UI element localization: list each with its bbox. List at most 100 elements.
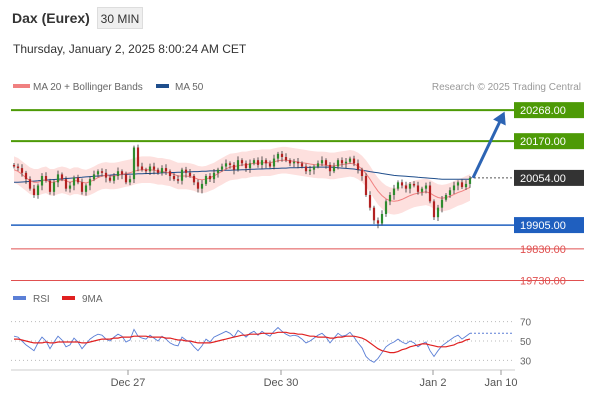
candle [292, 161, 296, 164]
candle [112, 176, 116, 181]
candle [80, 182, 84, 192]
candle [184, 169, 188, 173]
candle [100, 171, 104, 173]
candle [196, 182, 200, 189]
candle [180, 169, 184, 181]
candle [348, 158, 352, 162]
candle [232, 164, 236, 170]
candle [272, 158, 276, 167]
candle [12, 164, 16, 167]
ma50-legend-label: MA 50 [175, 82, 204, 93]
ma20-legend-label: MA 20 + Bollinger Bands [33, 82, 143, 93]
candle [24, 172, 28, 180]
candle [444, 195, 448, 200]
ma50-legend-swatch [156, 84, 169, 88]
candle [332, 166, 336, 172]
candle [300, 163, 304, 167]
candle [260, 160, 264, 165]
level-label: 20268.00 [520, 105, 566, 117]
candle [368, 195, 372, 208]
candle [420, 188, 424, 192]
candle [140, 166, 144, 170]
price-chart: 20268.00 20170.00 19905.00 19830.00 19730.00… [11, 102, 584, 288]
level-label-box [514, 133, 584, 150]
candle [128, 179, 132, 183]
datetime-label: Thursday, January 2, 2025 8:00:24 AM CET [13, 42, 247, 56]
candle [40, 176, 44, 186]
candle [328, 164, 332, 172]
candle [344, 161, 348, 164]
candle [324, 160, 328, 165]
candle [212, 172, 216, 180]
forecast-arrow-shaft [471, 116, 504, 179]
candle [452, 185, 456, 191]
candle [20, 168, 24, 173]
rsi-tick-label: 70 [520, 318, 532, 329]
candle [464, 183, 468, 188]
candle [436, 207, 440, 218]
candle [28, 179, 32, 189]
support-label: 19730.00 [520, 276, 566, 288]
candle [408, 183, 412, 189]
candle [164, 168, 168, 172]
candle [56, 174, 60, 183]
candle [72, 177, 76, 186]
candle [468, 177, 472, 184]
instrument-title: Dax (Eurex) [12, 10, 90, 26]
candle [412, 183, 416, 186]
candle [96, 171, 100, 175]
ma20-legend-swatch [13, 84, 30, 88]
candle [168, 171, 172, 176]
level-label-box [514, 102, 584, 119]
ma9-legend-swatch [62, 296, 75, 300]
candle [316, 163, 320, 167]
level-label: 20170.00 [520, 136, 566, 148]
candle [148, 166, 152, 172]
candle [428, 185, 432, 202]
rsi-line [13, 326, 471, 363]
candle [424, 185, 428, 189]
candle [336, 160, 340, 167]
candle [280, 153, 284, 157]
candle [404, 185, 408, 189]
candle [264, 160, 268, 164]
candle [352, 158, 356, 164]
current-price-label: 20054.00 [520, 173, 566, 185]
candle [108, 177, 112, 181]
candle [152, 166, 156, 170]
candle [116, 171, 120, 176]
candle [160, 168, 164, 173]
candle [204, 176, 208, 184]
candle [228, 163, 232, 165]
x-tick-label: Jan 10 [484, 377, 517, 389]
candle [192, 176, 196, 183]
candle [356, 163, 360, 170]
candle [456, 182, 460, 186]
candle [216, 169, 220, 173]
candle [304, 166, 308, 172]
candle [36, 185, 40, 195]
candle [268, 163, 272, 167]
x-tick-label: Jan 2 [420, 377, 447, 389]
candle [68, 185, 72, 189]
timeframe-button[interactable]: 30 MIN [97, 7, 143, 29]
candle [172, 176, 176, 180]
x-tick-label: Dec 27 [111, 377, 146, 389]
candle [288, 160, 292, 164]
candle [372, 207, 376, 221]
header-bar: Dax (Eurex) 30 MIN [0, 0, 590, 36]
candle [136, 147, 140, 167]
candle [16, 166, 20, 169]
candle [84, 185, 88, 192]
candle [252, 160, 256, 164]
candle [208, 176, 212, 180]
candle [360, 169, 364, 176]
credit-label: Research © 2025 Trading Central [432, 82, 581, 93]
support-label: 19830.00 [520, 244, 566, 256]
candle [320, 160, 324, 164]
rsi-ma-line [14, 331, 471, 354]
rsi-tick-label: 30 [520, 356, 532, 367]
candle [312, 166, 316, 170]
candle [364, 176, 368, 195]
